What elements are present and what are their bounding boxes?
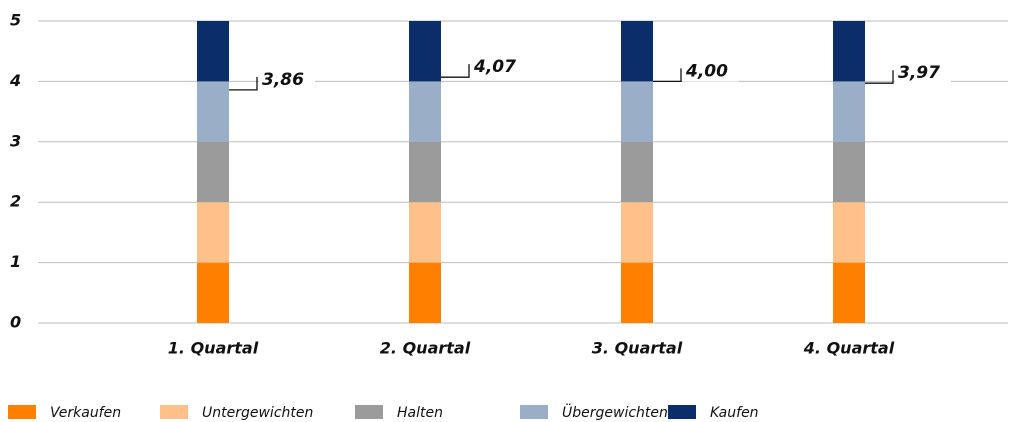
bar-segment (409, 21, 441, 82)
bar-segment (197, 202, 229, 263)
bar-segment (197, 21, 229, 82)
annotation-bg (895, 61, 951, 84)
annotation-marker (653, 68, 682, 83)
bar-segment (409, 202, 441, 263)
legend-label: Verkaufen (50, 405, 121, 421)
annotation-label: 4,07 (473, 57, 516, 77)
annotation-marker (441, 64, 470, 78)
y-tick-label: 0 (10, 313, 21, 332)
annotation-label: 3,86 (262, 70, 304, 90)
annotation-bg (471, 55, 527, 78)
legend-swatch (668, 405, 696, 419)
annotation-bg (259, 67, 315, 90)
legend-label: Untergewichten (202, 405, 313, 421)
legend-label: Kaufen (710, 405, 759, 421)
legend-label: Halten (397, 405, 443, 421)
bar-segment (197, 81, 229, 142)
legend-swatch (160, 405, 188, 419)
y-tick-label: 3 (10, 131, 21, 150)
annotation-marker (865, 70, 894, 84)
annotation-bg (683, 59, 739, 82)
y-tick-label: 1 (10, 252, 21, 271)
bar-segment (833, 81, 865, 142)
bar-segment (833, 262, 865, 323)
y-tick-label: 4 (9, 71, 21, 90)
bar-segment (621, 262, 653, 323)
bar-segment (833, 21, 865, 82)
annotation-marker (229, 76, 258, 91)
legend-swatch (355, 405, 383, 419)
annotation-label: 4,00 (685, 61, 728, 81)
bar-segment (409, 262, 441, 323)
annotation-label: 3,97 (898, 63, 940, 83)
legend-swatch (520, 405, 548, 419)
bar-segment (621, 81, 653, 142)
bar-segment (197, 141, 229, 203)
bar-segment (409, 81, 441, 142)
x-tick-label: 2. Quartal (380, 339, 471, 358)
bar-segment (621, 21, 653, 82)
legend-swatch (8, 405, 36, 419)
bar-segment (833, 202, 865, 263)
y-tick-label: 2 (10, 192, 21, 211)
y-tick-label: 5 (10, 11, 21, 30)
bar-segment (197, 262, 229, 323)
bar-segment (621, 202, 653, 263)
bar-segment (621, 141, 653, 203)
bar-segment (409, 141, 441, 203)
x-tick-label: 3. Quartal (592, 339, 683, 358)
x-tick-label: 1. Quartal (168, 339, 259, 358)
x-tick-label: 4. Quartal (803, 339, 895, 358)
bar-segment (833, 141, 865, 203)
legend-label: Übergewichten (562, 403, 668, 421)
